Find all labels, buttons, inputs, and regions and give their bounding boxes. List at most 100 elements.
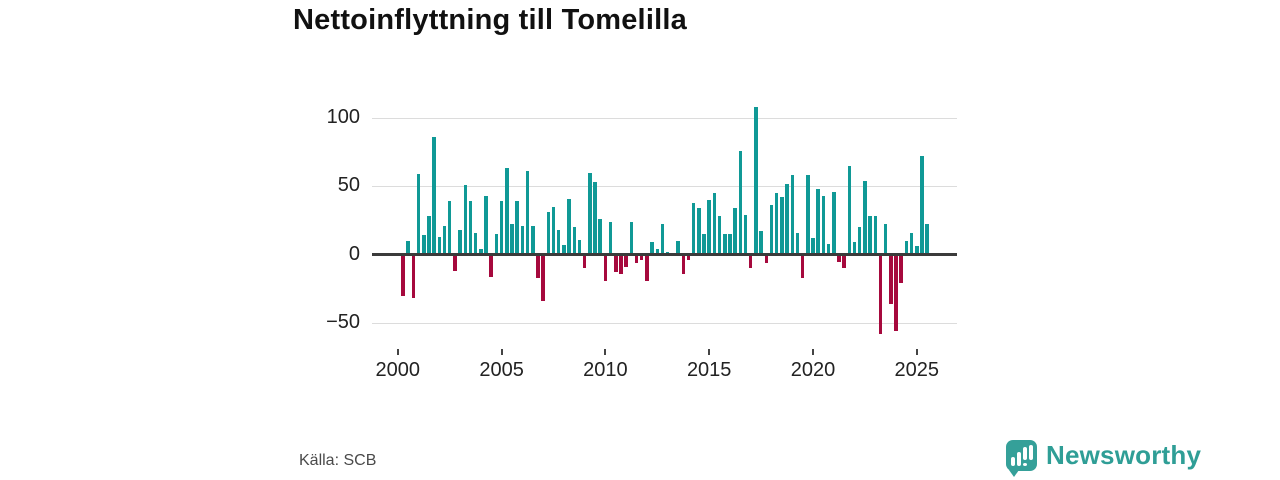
bar	[541, 256, 545, 302]
bar	[811, 238, 815, 255]
bar	[717, 216, 722, 255]
bar	[723, 234, 727, 255]
bar	[510, 224, 514, 255]
bar	[681, 256, 686, 274]
bar	[567, 198, 571, 255]
bar	[780, 197, 784, 255]
bar	[473, 232, 478, 255]
bar	[427, 216, 431, 255]
bar	[422, 235, 426, 255]
bar	[484, 195, 488, 255]
bar	[883, 224, 888, 255]
bar	[432, 137, 436, 255]
bar	[806, 175, 810, 255]
bar	[660, 224, 665, 255]
bar	[832, 191, 836, 255]
bar	[697, 208, 701, 255]
bar	[847, 165, 852, 255]
bar	[738, 150, 743, 255]
bar	[837, 256, 841, 262]
gridline-y--50	[372, 322, 957, 324]
bar	[629, 221, 634, 255]
x-axis-tick	[708, 349, 711, 355]
bar	[468, 201, 473, 255]
bar	[562, 244, 566, 255]
bar	[479, 249, 483, 255]
bar	[624, 256, 628, 267]
bar	[712, 193, 717, 255]
bar	[728, 234, 732, 255]
bar	[894, 256, 898, 332]
bar	[743, 214, 748, 255]
bar	[639, 256, 644, 261]
bar	[598, 219, 602, 255]
bar	[489, 256, 493, 277]
bar	[531, 225, 535, 255]
bar	[764, 256, 769, 263]
bar	[453, 256, 457, 271]
bar	[878, 256, 883, 334]
bar	[702, 234, 706, 255]
bar	[494, 234, 499, 255]
bar	[915, 246, 919, 255]
bar	[608, 221, 613, 255]
bar	[619, 256, 623, 274]
x-axis-label: 2015	[686, 359, 732, 381]
bar	[748, 256, 753, 269]
bar	[546, 212, 551, 255]
bar	[821, 195, 826, 255]
newsworthy-logo-text: Newsworthy	[1046, 440, 1202, 470]
bar	[863, 180, 867, 255]
zero-axis-line	[372, 253, 957, 256]
x-axis-label: 2000	[375, 359, 421, 381]
bar	[759, 231, 763, 255]
bar	[857, 227, 862, 255]
bar	[909, 232, 914, 255]
bar	[645, 256, 649, 281]
bar	[852, 242, 857, 255]
bar	[525, 171, 530, 255]
bar	[437, 236, 442, 255]
newsworthy-logo: Newsworthy	[1006, 440, 1202, 477]
bar	[447, 201, 452, 255]
bar	[401, 256, 405, 296]
bar	[769, 205, 774, 255]
bar	[733, 208, 737, 255]
bar	[577, 239, 582, 255]
bar	[406, 240, 410, 255]
gridline-y-50	[372, 186, 957, 188]
bar	[416, 173, 421, 255]
x-axis-tick	[500, 349, 503, 355]
bar	[826, 243, 831, 255]
bar	[505, 168, 509, 255]
bar	[515, 201, 519, 255]
bar	[889, 256, 893, 304]
bar	[785, 183, 789, 255]
bar	[442, 225, 447, 255]
chart-title: Nettoinflyttning till Tomelilla	[293, 4, 687, 36]
source-label: Källa: SCB	[299, 452, 377, 469]
bar	[655, 249, 660, 255]
bar	[795, 232, 800, 255]
x-axis-tick	[604, 349, 607, 355]
bar	[458, 229, 462, 255]
x-axis-label: 2005	[479, 359, 524, 381]
bar	[904, 240, 909, 255]
y-axis-label: −50	[326, 310, 360, 333]
bar	[556, 229, 561, 255]
bar	[790, 175, 795, 255]
bar	[536, 256, 540, 278]
newsworthy-logo-icon	[1006, 440, 1037, 477]
bar	[582, 256, 587, 269]
bar	[463, 184, 468, 255]
bar	[707, 199, 711, 255]
bar	[499, 201, 504, 255]
bar	[603, 256, 608, 281]
y-axis-label: 0	[348, 242, 360, 265]
bar	[551, 206, 556, 255]
gridline-y-100	[372, 117, 957, 119]
bar	[686, 256, 691, 261]
x-axis-tick	[915, 349, 918, 355]
x-axis-label: 2025	[894, 359, 940, 381]
